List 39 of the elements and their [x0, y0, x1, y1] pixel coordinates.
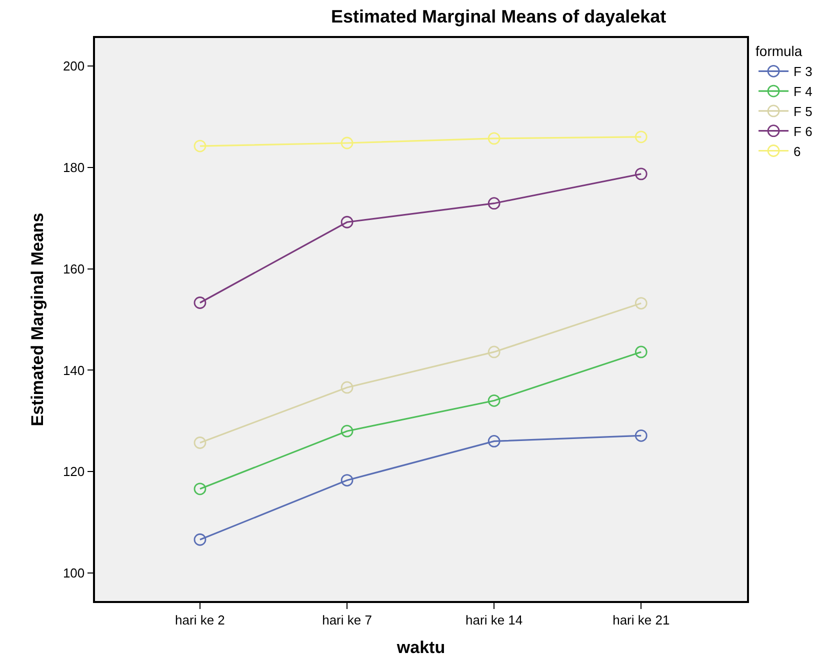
x-tick-label: hari ke 21	[612, 612, 670, 628]
x-tick-label: hari ke 2	[175, 612, 225, 628]
point	[340, 381, 354, 394]
point	[488, 346, 500, 358]
point	[194, 482, 206, 496]
point	[488, 435, 500, 448]
legend-label: F 3	[794, 64, 812, 80]
legend-label: F 6	[794, 124, 812, 139]
point	[340, 474, 354, 486]
point	[194, 533, 206, 546]
point	[634, 429, 648, 442]
point	[634, 168, 648, 180]
point	[340, 216, 354, 228]
point	[488, 394, 500, 407]
y-axis-title: Estimated Marginal Means	[28, 212, 47, 426]
point	[488, 132, 500, 145]
x-tick-label: hari ke 7	[322, 612, 372, 628]
x-tick-label: hari ke 14	[466, 612, 523, 628]
legend-label: F 5	[794, 104, 812, 120]
legend-label: 6	[794, 144, 801, 159]
chart-title: Estimated Marginal Means of dayalekat	[331, 6, 666, 27]
point	[194, 296, 206, 309]
y-tick-label: 160	[62, 261, 85, 276]
point	[634, 346, 648, 358]
y-tick-label: 200	[62, 58, 85, 74]
point	[340, 136, 354, 150]
legend-title: formula	[756, 43, 802, 60]
y-tick-label: 140	[62, 362, 85, 378]
y-tick-label: 100	[62, 566, 85, 581]
point	[340, 424, 354, 438]
point	[634, 297, 648, 310]
y-tick-label: 120	[62, 464, 85, 480]
point	[194, 436, 206, 449]
point	[488, 197, 500, 210]
y-tick-label: 180	[62, 160, 85, 175]
point	[194, 140, 206, 152]
legend-label: F 4	[794, 84, 812, 100]
x-axis-title: waktu	[396, 638, 446, 658]
point	[634, 130, 648, 144]
